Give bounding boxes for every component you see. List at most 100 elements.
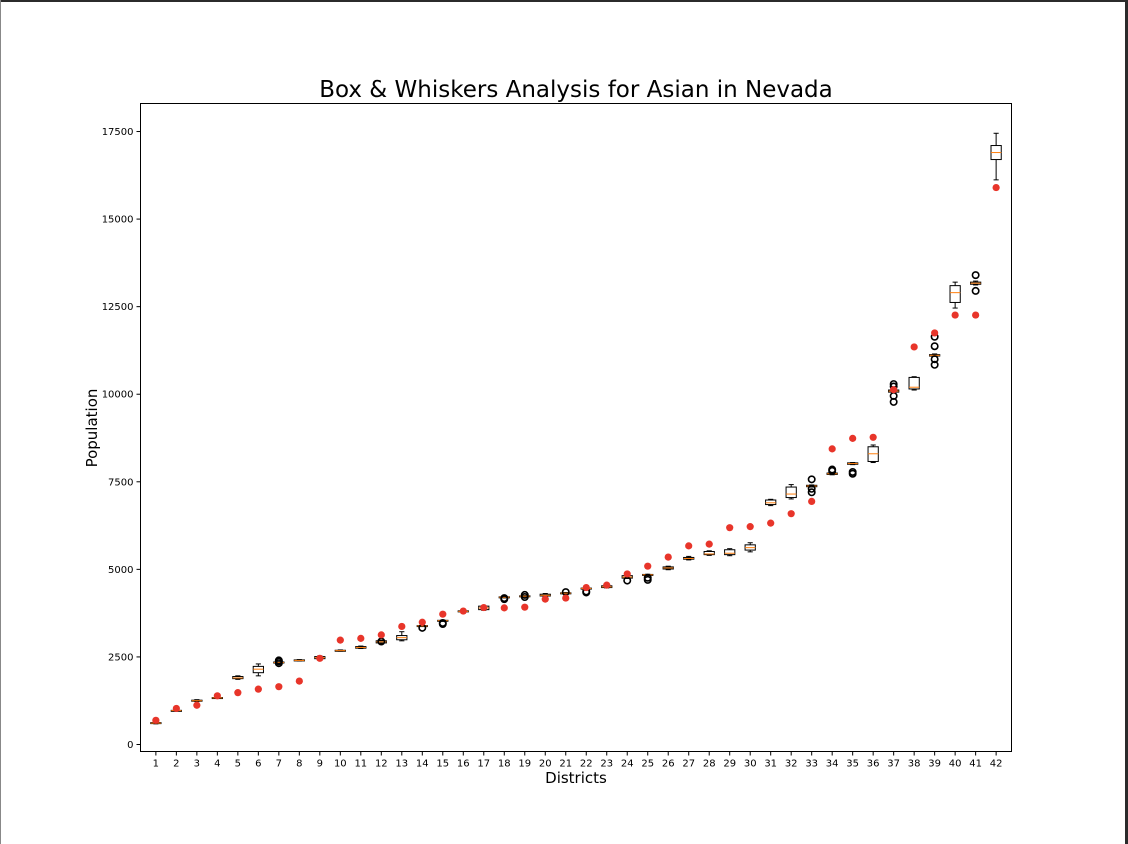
x-tick-label: 8 [296,759,302,770]
x-tick-label: 6 [255,759,261,770]
red-data-point [521,603,529,611]
y-axis-label: Population [83,389,101,468]
box-iqr [785,486,797,499]
x-tick-label: 35 [846,759,859,770]
red-data-point [459,607,467,615]
x-tick-label: 19 [518,759,531,770]
x-tick-label: 11 [354,759,367,770]
red-data-point [418,618,426,626]
red-data-point [439,610,447,618]
x-tick-label: 27 [682,759,695,770]
red-data-point [377,631,385,639]
x-tick-label: 29 [723,759,736,770]
window-right-border [1125,0,1128,844]
red-data-point [828,445,836,453]
red-data-point [172,704,180,713]
y-tick-label: 10000 [102,390,134,401]
box-outlier [848,467,857,476]
box-outlier [643,573,652,582]
red-data-point [849,434,857,442]
red-data-point [357,634,365,642]
box-outlier [520,590,529,599]
red-data-point [808,497,816,506]
x-tick-label: 20 [539,759,552,770]
red-data-point [398,622,406,631]
red-data-point [152,716,160,724]
plot-area-frame [140,103,1012,752]
x-tick-label: 14 [416,759,429,770]
x-tick-label: 37 [887,759,900,770]
y-tick-label: 7500 [108,477,133,488]
red-data-point [972,311,980,319]
chart-title: Box & Whiskers Analysis for Asian in Nev… [319,77,833,103]
x-tick-label: 23 [600,759,613,770]
red-data-point [254,685,262,693]
x-tick-label: 1 [153,759,159,770]
box-outlier [828,465,837,474]
box-outlier [807,484,816,493]
x-tick-label: 26 [662,759,675,770]
x-tick-label: 25 [641,759,654,770]
x-tick-label: 30 [744,759,757,770]
x-axis-label: Districts [545,769,607,787]
box-outlier [930,342,939,351]
box-outlier [438,618,447,627]
box-outlier [807,488,816,497]
red-data-point [869,433,877,441]
x-tick-label: 16 [457,759,470,770]
red-data-point [603,581,611,589]
red-data-point [480,603,488,612]
red-data-point [890,386,898,394]
x-tick-label: 40 [949,759,962,770]
red-data-point [336,636,344,644]
x-tick-label: 36 [867,759,880,770]
red-data-point [931,329,939,337]
x-tick-label: 41 [969,759,982,770]
red-data-point [705,540,713,548]
red-data-point [193,701,201,709]
y-tick-label: 15000 [102,215,134,226]
x-tick-label: 34 [826,759,839,770]
x-tick-label: 17 [477,759,490,770]
x-tick-label: 7 [276,759,282,770]
red-data-point [582,583,590,592]
red-data-point [500,604,508,612]
red-data-point [910,343,918,351]
y-tick-label: 0 [127,740,133,751]
red-data-point [951,311,959,319]
x-tick-label: 22 [580,759,593,770]
red-data-point [623,570,631,578]
x-tick-label: 2 [173,759,179,770]
x-tick-label: 18 [498,759,511,770]
box-outlier [971,286,980,295]
x-tick-label: 38 [908,759,921,770]
box-iqr [949,285,961,303]
red-data-point [644,562,652,570]
red-data-point [746,523,754,531]
y-tick-label: 5000 [108,565,133,576]
box-outlier [807,475,816,484]
box-iqr [724,549,736,556]
red-data-point [541,595,549,603]
x-tick-label: 5 [235,759,241,770]
y-tick-label: 17500 [102,127,134,138]
x-tick-label: 24 [621,759,634,770]
box-outlier [274,656,283,665]
red-data-point [295,677,303,685]
box-outlier [930,355,939,364]
red-data-point [562,594,570,602]
x-tick-label: 10 [334,759,347,770]
red-data-point [685,542,693,550]
x-tick-label: 39 [928,759,941,770]
x-tick-label: 3 [194,759,200,770]
box-iqr [908,376,920,390]
red-data-point [787,510,795,518]
x-tick-label: 28 [703,759,716,770]
red-data-point [726,524,734,532]
box-outlier [500,594,509,603]
red-data-point [275,683,283,691]
box-iqr [703,550,715,556]
box-iqr [765,499,777,506]
y-tick-label: 2500 [108,652,133,663]
